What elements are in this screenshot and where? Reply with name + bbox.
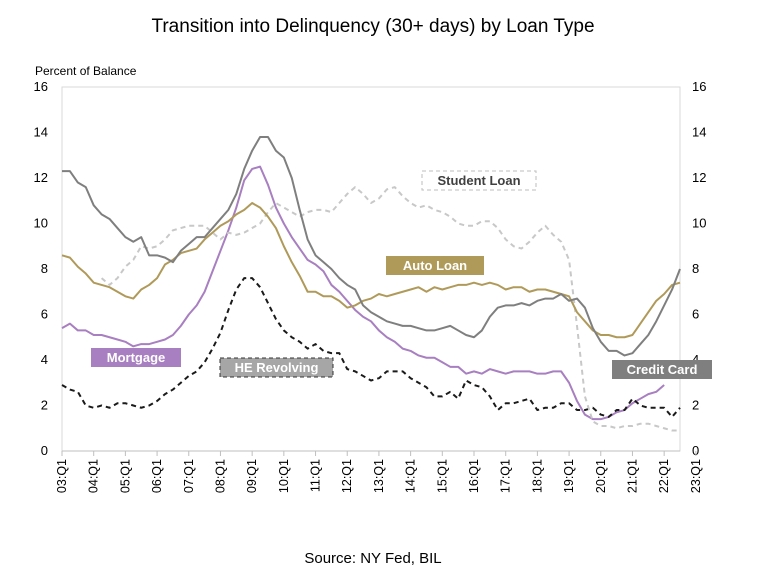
- x-tick-label: 18:Q1: [530, 459, 544, 493]
- x-tick-label: 21:Q1: [625, 459, 639, 493]
- y-tick-label-right: 2: [692, 398, 699, 413]
- chart-title: Transition into Delinquency (30+ days) b…: [151, 16, 594, 37]
- x-tick-label: 07:Q1: [182, 459, 196, 493]
- series-label-credit-card: Credit Card: [612, 360, 712, 379]
- y-axis-unit-label: Percent of Balance: [35, 64, 137, 78]
- y-tick-label-left: 6: [41, 307, 48, 322]
- series-line-mortgage: [61, 165, 665, 421]
- y-axis-left: 0 2 4 6 8 10 12 14 16: [34, 79, 48, 458]
- y-tick-label-right: 14: [692, 125, 706, 140]
- series-label-box: [386, 256, 484, 275]
- y-tick-label-left: 2: [41, 398, 48, 413]
- x-tick-label: 05:Q1: [118, 459, 132, 493]
- x-tick-label: 12:Q1: [340, 459, 354, 493]
- y-tick-label-left: 12: [34, 170, 48, 185]
- y-tick-label-left: 14: [34, 125, 48, 140]
- y-tick-label-right: 12: [692, 170, 706, 185]
- x-tick-label: 23:Q1: [689, 459, 703, 493]
- x-tick-label: 06:Q1: [150, 459, 164, 493]
- y-tick-label-right: 8: [692, 261, 699, 276]
- x-tick-label: 20:Q1: [594, 459, 608, 493]
- y-axis-right: 0 2 4 6 8 10 12 14 16: [692, 79, 706, 458]
- y-tick-label-right: 10: [692, 216, 706, 231]
- x-tick-label: 13:Q1: [372, 459, 386, 493]
- series-label-box: [612, 360, 712, 379]
- x-tick-label: 09:Q1: [245, 459, 259, 493]
- series-lines: [61, 136, 681, 432]
- plot-area-frame: [61, 86, 681, 452]
- y-tick-label-left: 4: [41, 352, 48, 367]
- source-note: Source: NY Fed, BIL: [304, 550, 441, 567]
- x-tick-label: 04:Q1: [87, 459, 101, 493]
- series-label-auto-loan: Auto Loan: [386, 256, 484, 275]
- series-line-auto-loan: [61, 202, 681, 339]
- series-label-text: Auto Loan: [403, 258, 467, 273]
- y-tick-label-left: 10: [34, 216, 48, 231]
- series-label-box: [91, 348, 181, 367]
- y-tick-label-left: 8: [41, 261, 48, 276]
- x-tick-label: 11:Q1: [309, 459, 323, 492]
- series-label-text: HE Revolving: [235, 360, 319, 375]
- series-line-student-loan: [100, 186, 680, 432]
- series-line-credit-card: [62, 136, 681, 357]
- x-tick-label: 15:Q1: [435, 459, 449, 493]
- series-label-box: [421, 170, 537, 191]
- x-axis: 03:Q1 04:Q1 05:Q1 06:Q1 07:Q1 08:Q1 09:Q1 10:Q1…: [55, 450, 703, 493]
- series-label-text: Mortgage: [107, 350, 166, 365]
- y-tick-label-right: 6: [692, 307, 699, 322]
- y-tick-label-left: 16: [34, 79, 48, 94]
- x-tick-label: 14:Q1: [404, 459, 418, 493]
- x-tick-label: 08:Q1: [213, 459, 227, 493]
- y-tick-label-right: 16: [692, 79, 706, 94]
- series-label-text: Credit Card: [627, 362, 698, 377]
- series-label-text: Student Loan: [437, 173, 520, 188]
- y-tick-label-right: 4: [692, 352, 699, 367]
- x-tick-label: 17:Q1: [499, 459, 513, 493]
- x-tick-label: 10:Q1: [277, 459, 291, 493]
- x-tick-label: 19:Q1: [562, 459, 576, 493]
- x-tick-label: 16:Q1: [467, 459, 481, 493]
- series-line-he-revolving: [61, 277, 681, 418]
- series-label-student-loan: Student Loan: [421, 170, 537, 191]
- series-label-he-revolving: HE Revolving: [219, 357, 334, 378]
- x-tick-label: 03:Q1: [55, 459, 69, 493]
- series-labels: Mortgage HE Revolving Student Loan Auto Loa…: [91, 170, 712, 379]
- series-label-mortgage: Mortgage: [91, 348, 181, 367]
- y-tick-label-left: 0: [41, 443, 48, 458]
- series-label-box: [219, 357, 334, 378]
- x-tick-label: 22:Q1: [657, 459, 671, 493]
- y-tick-label-right: 0: [692, 443, 699, 458]
